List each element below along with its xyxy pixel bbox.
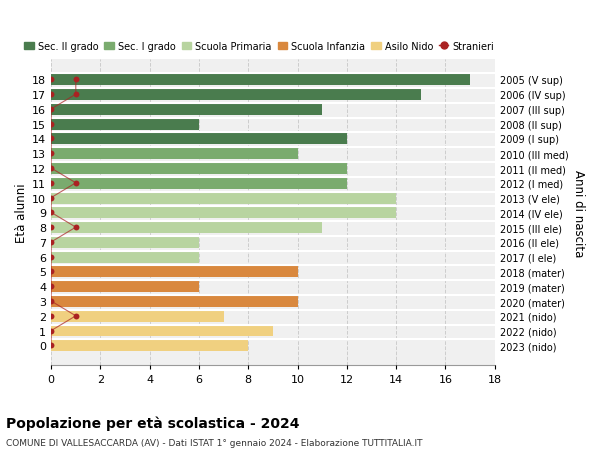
Point — [46, 298, 56, 305]
Point — [46, 91, 56, 99]
Bar — [51, 207, 396, 219]
Bar — [51, 104, 322, 116]
Point — [46, 224, 56, 231]
Point — [46, 180, 56, 187]
Bar — [51, 325, 273, 337]
Bar — [51, 281, 199, 292]
Point — [71, 91, 80, 99]
Point — [46, 121, 56, 128]
Bar — [51, 236, 199, 248]
Bar — [51, 251, 199, 263]
Point — [46, 195, 56, 202]
Legend: Sec. II grado, Sec. I grado, Scuola Primaria, Scuola Infanzia, Asilo Nido, Stran: Sec. II grado, Sec. I grado, Scuola Prim… — [20, 38, 498, 56]
Point — [46, 342, 56, 349]
Point — [46, 313, 56, 320]
Point — [46, 135, 56, 143]
Bar — [51, 266, 298, 278]
Point — [46, 106, 56, 113]
Y-axis label: Anni di nascita: Anni di nascita — [572, 169, 585, 257]
Point — [46, 327, 56, 335]
Point — [71, 77, 80, 84]
Point — [46, 77, 56, 84]
Bar — [51, 222, 322, 234]
Text: Popolazione per età scolastica - 2024: Popolazione per età scolastica - 2024 — [6, 415, 299, 430]
Point — [71, 224, 80, 231]
Point — [46, 253, 56, 261]
Point — [46, 150, 56, 157]
Bar — [51, 148, 298, 160]
Point — [71, 180, 80, 187]
Bar — [51, 89, 421, 101]
Bar — [51, 163, 347, 174]
Point — [71, 313, 80, 320]
Point — [46, 268, 56, 275]
Bar — [51, 118, 199, 130]
Bar — [51, 74, 470, 86]
Point — [46, 283, 56, 290]
Bar — [51, 192, 396, 204]
Point — [46, 209, 56, 217]
Text: COMUNE DI VALLESACCARDA (AV) - Dati ISTAT 1° gennaio 2024 - Elaborazione TUTTITA: COMUNE DI VALLESACCARDA (AV) - Dati ISTA… — [6, 438, 422, 448]
Bar — [51, 310, 224, 322]
Point — [46, 165, 56, 172]
Bar — [51, 296, 298, 307]
Y-axis label: Età alunni: Età alunni — [15, 183, 28, 242]
Bar — [51, 340, 248, 352]
Bar — [51, 178, 347, 189]
Bar — [51, 133, 347, 145]
Point — [46, 239, 56, 246]
